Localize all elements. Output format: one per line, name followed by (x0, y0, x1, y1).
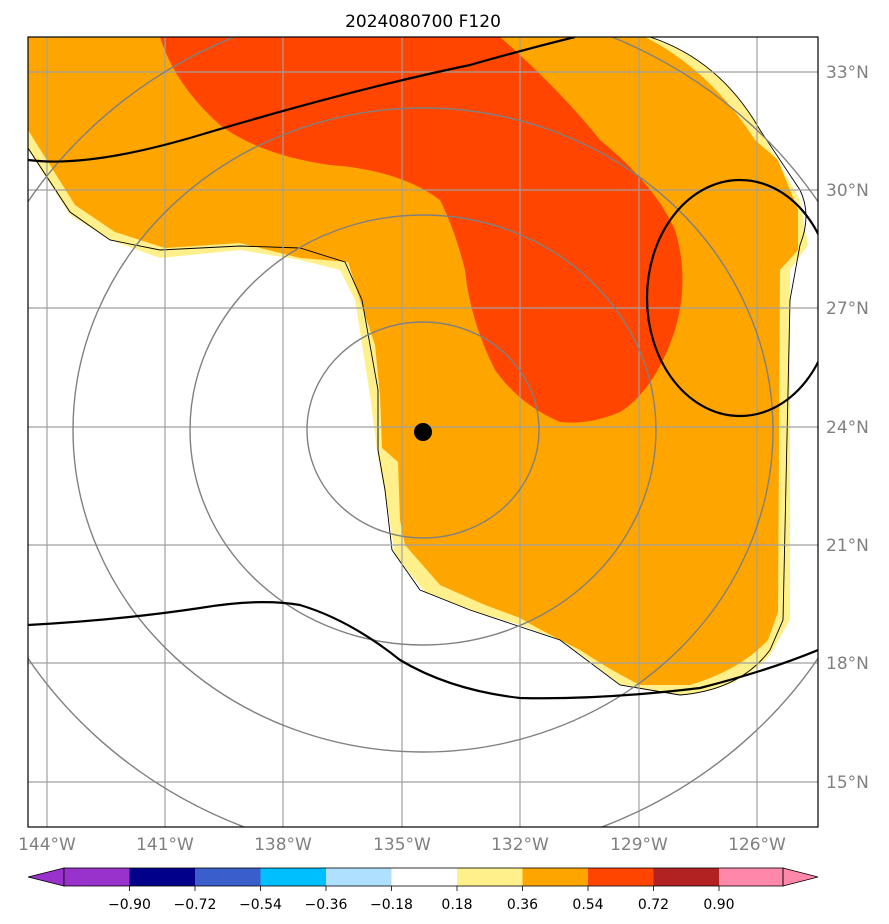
colorbar-label-1: −0.90 (108, 897, 151, 913)
lon-label-138w: 138°W (254, 835, 312, 855)
colorbar-bin-2 (129, 868, 195, 886)
shaded-region-high (160, 37, 683, 423)
map-panel (28, 37, 818, 827)
colorbar-bin-7 (457, 868, 523, 886)
lon-label-141w: 141°W (136, 835, 194, 855)
colorbar-bin-8 (522, 868, 588, 886)
lon-label-132w: 132°W (491, 835, 549, 855)
colorbar-label-2: −0.72 (174, 897, 217, 913)
colorbar-label-4: −0.36 (305, 897, 348, 913)
colorbar-bin-9 (588, 868, 654, 886)
colorbar: −0.90 −0.72 −0.54 −0.36 −0.18 0.18 0.36 … (27, 867, 819, 913)
colorbar-label-6: 0.18 (441, 897, 472, 913)
latitude-labels: 33°N 30°N 27°N 24°N 21°N 18°N 15°N (826, 63, 869, 793)
lon-label-135w: 135°W (373, 835, 431, 855)
colorbar-extend-min (27, 867, 65, 887)
colorbar-bin-1 (64, 868, 130, 886)
colorbar-bin-10 (653, 868, 719, 886)
storm-center-marker (414, 423, 432, 441)
colorbar-label-7: 0.36 (507, 897, 538, 913)
lon-label-126w: 126°W (728, 835, 786, 855)
colorbar-frame (63, 867, 784, 887)
map-frame (27, 36, 819, 828)
colorbar-label-8: 0.54 (572, 897, 603, 913)
colorbar-label-10: 0.90 (703, 897, 734, 913)
lat-label-15n: 15°N (826, 773, 869, 793)
colorbar-bin-6 (391, 868, 457, 886)
lat-label-21n: 21°N (826, 536, 869, 556)
colorbar-label-5: −0.18 (370, 897, 413, 913)
region-outline (28, 37, 807, 696)
lon-label-129w: 129°W (610, 835, 668, 855)
longitude-labels: 144°W 141°W 138°W 135°W 132°W 129°W 126°… (18, 835, 786, 855)
colorbar-bin-4 (260, 868, 326, 886)
colorbar-label-3: −0.54 (239, 897, 282, 913)
lat-label-18n: 18°N (826, 654, 869, 674)
lat-label-33n: 33°N (826, 63, 869, 83)
colorbar-extend-max (782, 867, 819, 887)
lat-label-30n: 30°N (826, 181, 869, 201)
contour-lines (28, 37, 818, 700)
map-title: 2024080700 F120 (345, 12, 501, 32)
colorbar-bin-11 (719, 868, 783, 886)
colorbar-ticks (129, 886, 720, 891)
lat-label-27n: 27°N (826, 299, 869, 319)
colorbar-label-9: 0.72 (638, 897, 669, 913)
colorbar-bin-3 (195, 868, 261, 886)
colorbar-bin-5 (326, 868, 392, 886)
range-rings (28, 37, 818, 827)
lat-label-24n: 24°N (826, 418, 869, 438)
lon-label-144w: 144°W (18, 835, 76, 855)
